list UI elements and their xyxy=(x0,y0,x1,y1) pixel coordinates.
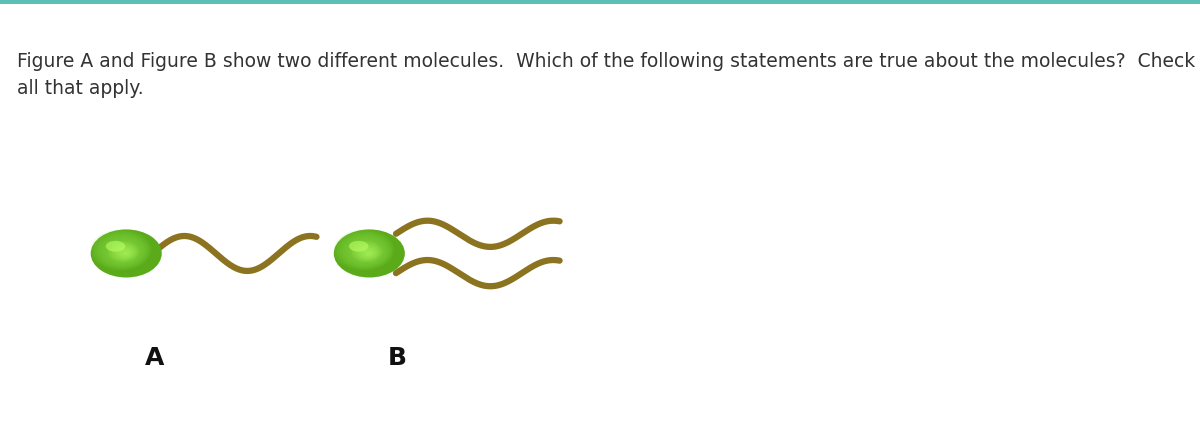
Ellipse shape xyxy=(106,239,140,263)
Ellipse shape xyxy=(112,243,137,260)
Ellipse shape xyxy=(120,250,131,256)
Text: Figure A and Figure B show two different molecules.  Which of the following stat: Figure A and Figure B show two different… xyxy=(17,52,1195,98)
Ellipse shape xyxy=(114,246,134,259)
Ellipse shape xyxy=(360,247,376,258)
Ellipse shape xyxy=(358,246,378,259)
Text: A: A xyxy=(144,347,164,370)
Ellipse shape xyxy=(97,233,146,267)
Ellipse shape xyxy=(337,232,392,269)
Text: B: B xyxy=(388,347,407,370)
Ellipse shape xyxy=(106,241,125,252)
Ellipse shape xyxy=(340,233,390,267)
Ellipse shape xyxy=(118,247,132,258)
Ellipse shape xyxy=(124,251,128,255)
Ellipse shape xyxy=(102,237,143,265)
Ellipse shape xyxy=(334,229,404,277)
Ellipse shape xyxy=(108,241,139,262)
Ellipse shape xyxy=(366,251,372,255)
Ellipse shape xyxy=(94,232,149,269)
Ellipse shape xyxy=(349,239,384,263)
Ellipse shape xyxy=(349,241,368,252)
Ellipse shape xyxy=(364,250,373,256)
Ellipse shape xyxy=(334,229,395,270)
Ellipse shape xyxy=(100,236,145,266)
Ellipse shape xyxy=(91,229,151,270)
Ellipse shape xyxy=(346,237,386,265)
Ellipse shape xyxy=(343,236,388,266)
Ellipse shape xyxy=(91,229,162,277)
Ellipse shape xyxy=(354,243,379,260)
Ellipse shape xyxy=(352,241,382,262)
